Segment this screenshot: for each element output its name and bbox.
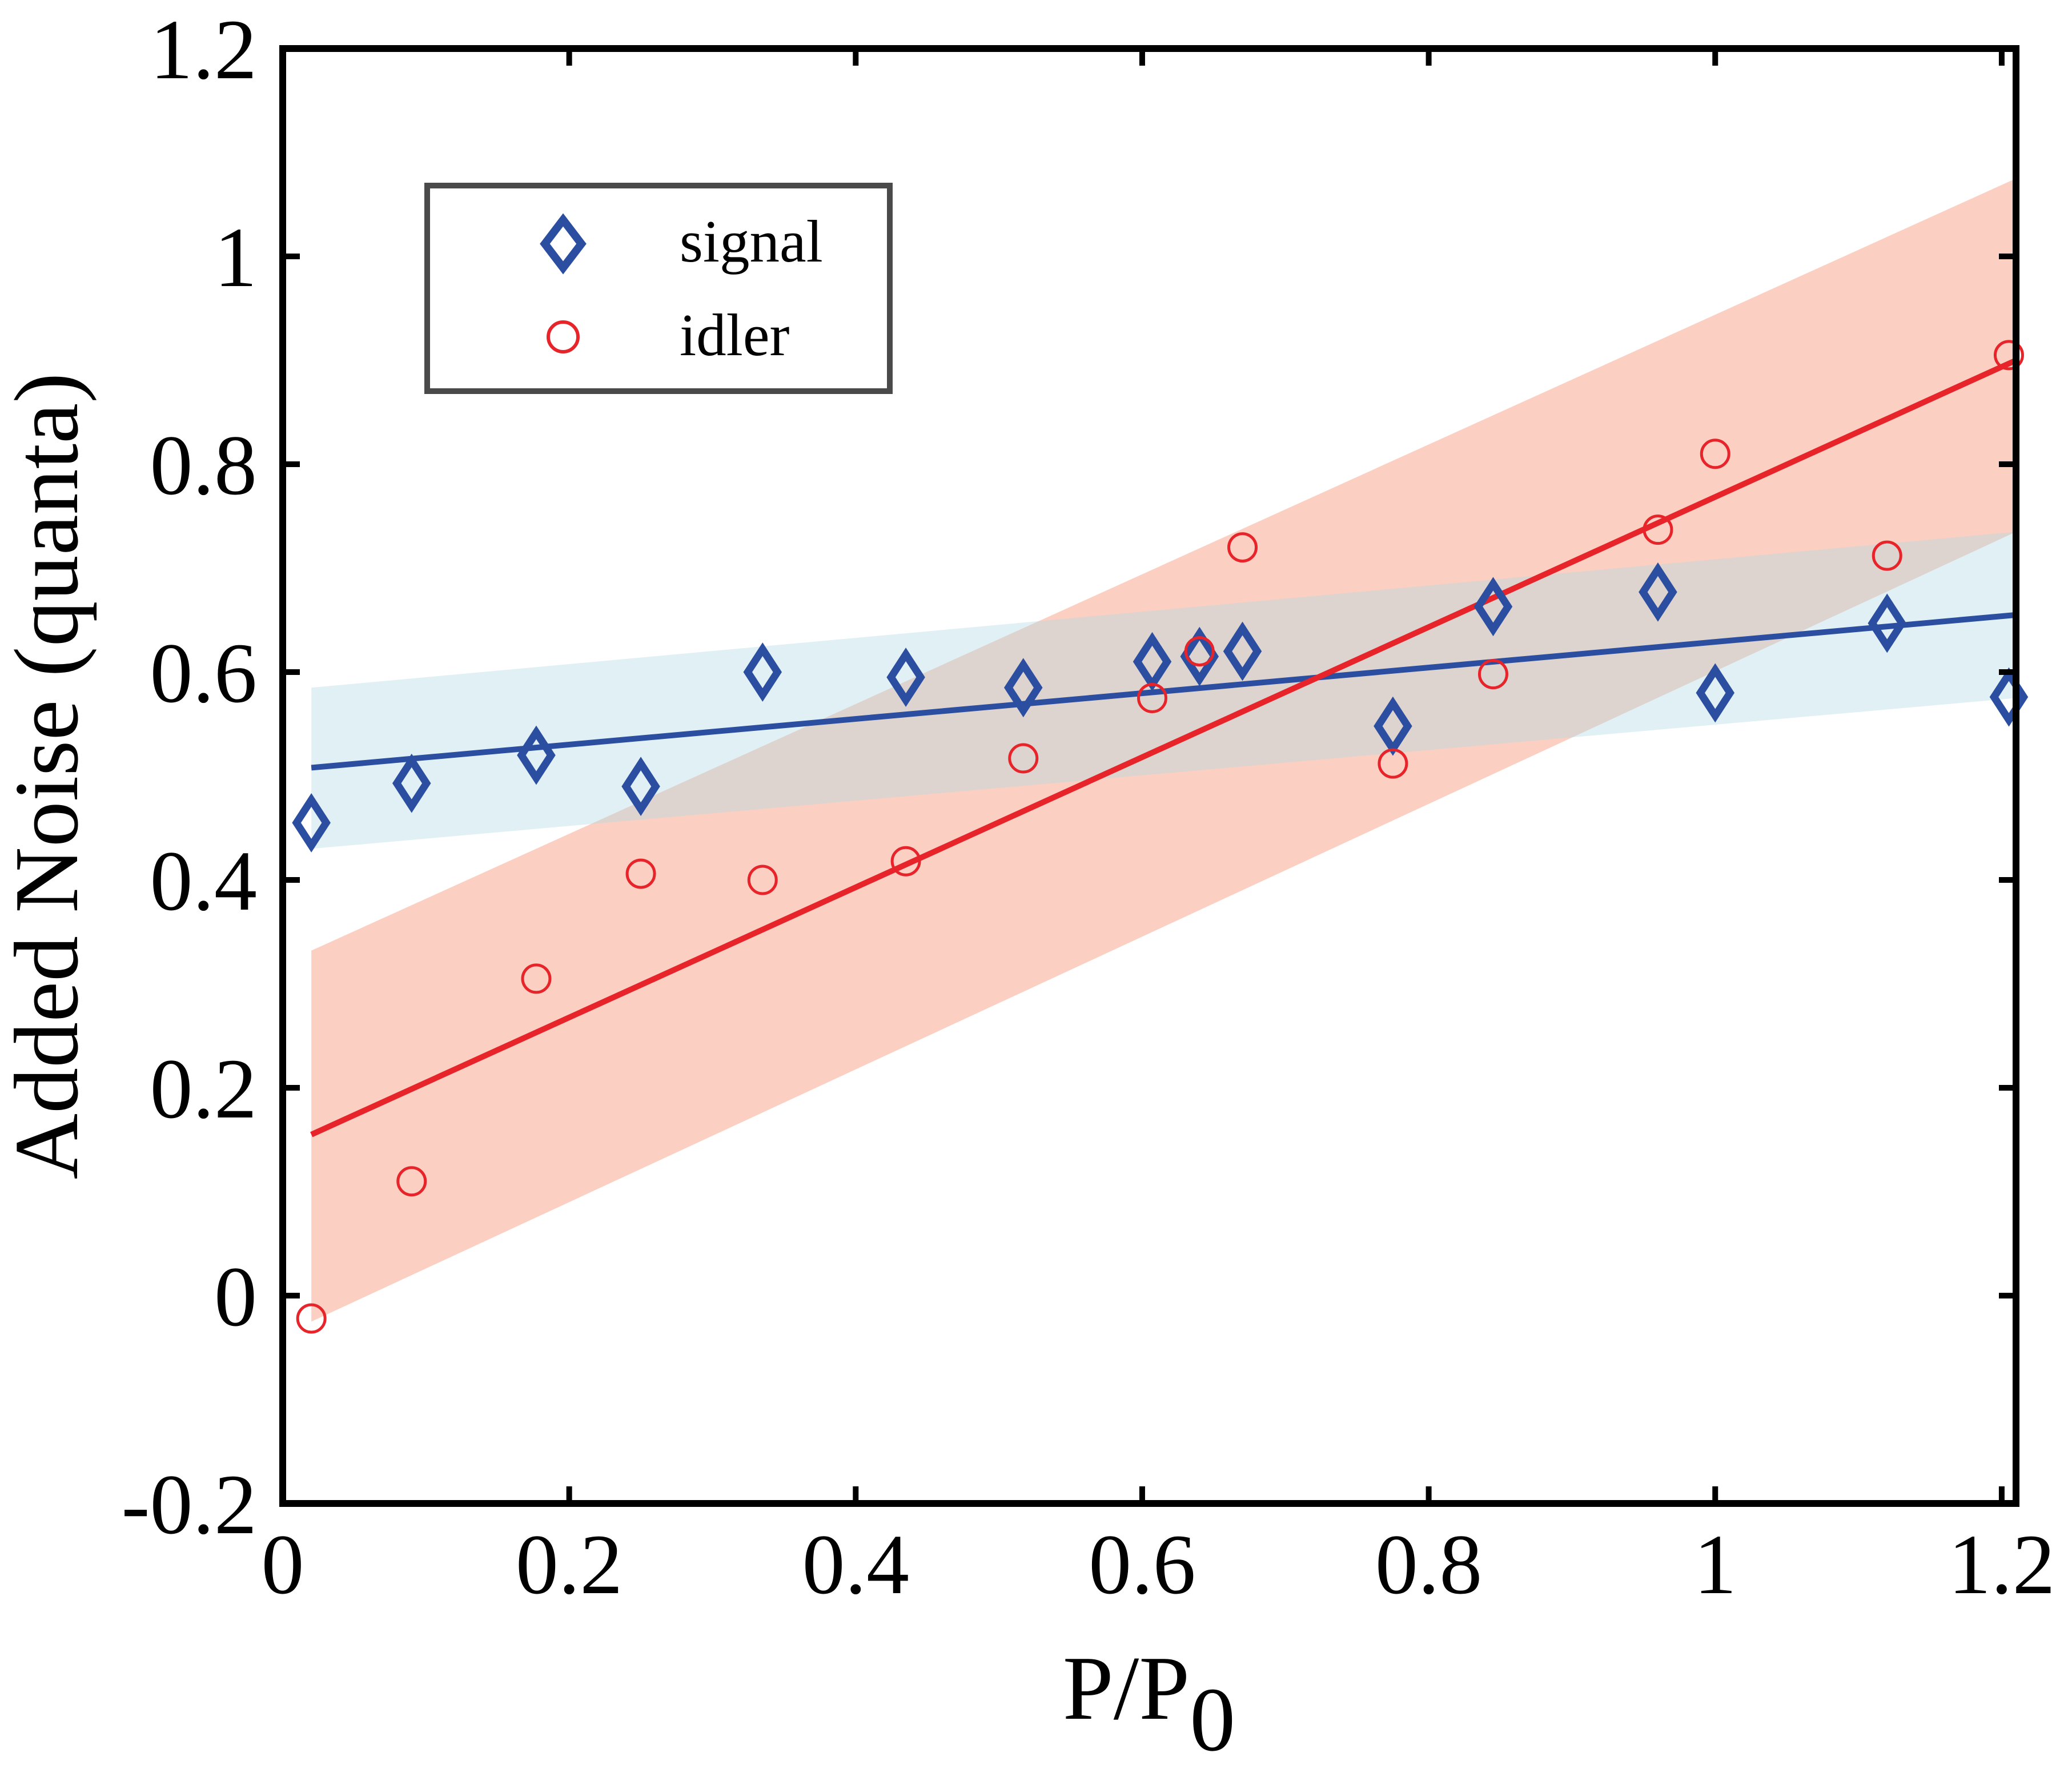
point-signal: [1639, 562, 1677, 622]
x-tick-label: 1.2: [1948, 1517, 2055, 1612]
y-axis-label: Added Noise (quanta): [0, 373, 97, 1180]
point-idler: [747, 865, 778, 895]
legend-marker-signal: [540, 213, 587, 275]
point-idler: [1872, 540, 1902, 571]
point-signal: [1180, 626, 1219, 686]
legend-label-signal: signal: [680, 208, 823, 275]
y-tick-label: 0.8: [150, 418, 258, 513]
point-idler: [521, 963, 552, 994]
y-tick-label: -0.2: [122, 1457, 257, 1552]
point-signal: [1868, 593, 1907, 653]
legend: signal idler: [424, 183, 893, 394]
point-idler: [1227, 532, 1258, 563]
point-idler: [396, 1166, 427, 1197]
point-idler: [890, 846, 921, 877]
point-idler: [1700, 439, 1730, 469]
point-signal: [621, 757, 660, 817]
fit-lines: [310, 357, 2018, 1137]
x-tick-label: 0: [262, 1517, 304, 1612]
point-signal: [1004, 658, 1043, 718]
point-idler: [1993, 340, 2024, 371]
x-axis-label-main: P/P: [1063, 1637, 1190, 1739]
point-idler: [1643, 514, 1673, 545]
point-signal: [743, 642, 782, 702]
y-tick-label: 1.2: [150, 2, 258, 97]
legend-label-idler: idler: [680, 301, 789, 368]
plot-axes: [279, 45, 2019, 1507]
x-tick-label: 0.4: [802, 1517, 910, 1612]
x-tick-label: 0.6: [1089, 1517, 1196, 1612]
point-signal: [1696, 663, 1735, 723]
point-idler: [1477, 659, 1508, 690]
point-signal: [1473, 577, 1513, 637]
point-idler: [1184, 636, 1215, 667]
point-idler: [1378, 748, 1408, 779]
point-signal: [392, 753, 431, 813]
y-tick-label: 1: [214, 210, 257, 305]
x-axis-label-subscript: 0: [1190, 1669, 1235, 1770]
fit-line-idler: [310, 357, 2018, 1137]
x-tick-label: 1: [1694, 1517, 1737, 1612]
point-idler: [296, 1303, 327, 1334]
point-signal: [292, 793, 331, 853]
point-signal: [886, 648, 925, 707]
x-tick-label: 0.8: [1375, 1517, 1483, 1612]
plot-frame: [279, 45, 2019, 1507]
y-tick-label: 0: [214, 1249, 257, 1344]
axis-ticks: 0 0.2 0.4 0.6 0.8 1 1.2-0.200.20.40.60.811.2: [122, 2, 2055, 1612]
point-idler: [625, 858, 656, 889]
y-tick-label: 0.6: [150, 626, 258, 721]
legend-box: [424, 183, 893, 394]
y-tick-label: 0.2: [150, 1042, 258, 1136]
point-idler: [1137, 683, 1168, 713]
point-signal: [1223, 621, 1262, 681]
data-points: [292, 340, 2029, 1334]
legend-marker-idler: [547, 320, 580, 353]
x-axis-label: P/P0: [1063, 1637, 1235, 1770]
x-tick-label: 0.2: [516, 1517, 623, 1612]
point-idler: [1008, 743, 1039, 774]
y-tick-label: 0.4: [150, 834, 258, 928]
point-signal: [517, 725, 556, 785]
